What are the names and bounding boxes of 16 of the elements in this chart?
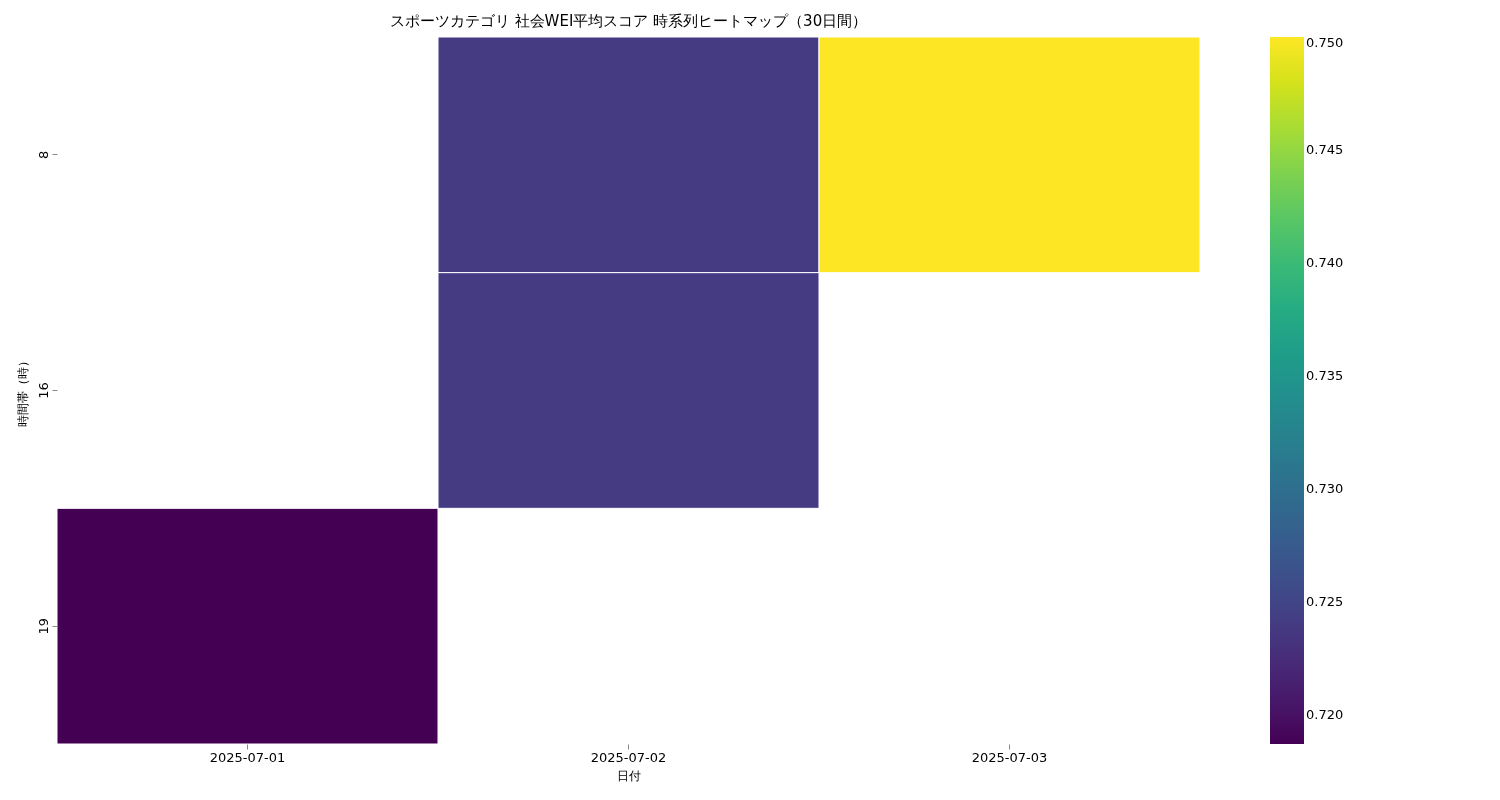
color-bar-label: 0.745: [1306, 141, 1344, 157]
y-tick-label: 19: [35, 617, 51, 635]
y-tick-label: 8: [35, 150, 51, 159]
color-bar-label: 0.730: [1306, 480, 1344, 496]
chart-title: スポーツカテゴリ 社会WEI平均スコア 時系列ヒートマップ（30日間）: [389, 11, 868, 30]
color-bar-label: 0.740: [1306, 254, 1344, 270]
color-bar-label: 0.720: [1306, 706, 1344, 722]
x-tick-label: 2025-07-03: [971, 749, 1048, 765]
y-axis-title: 時間帯（時）: [15, 355, 30, 427]
y-tick-label: 16: [35, 382, 51, 399]
x-tick-label: 2025-07-01: [209, 749, 286, 765]
color-bar-label: 0.725: [1306, 593, 1344, 609]
color-bar-label: 0.750: [1306, 35, 1344, 50]
x-axis-title: 日付: [617, 768, 641, 783]
color-bar-label: 0.735: [1306, 367, 1344, 383]
x-tick-label: 2025-07-02: [590, 749, 667, 765]
